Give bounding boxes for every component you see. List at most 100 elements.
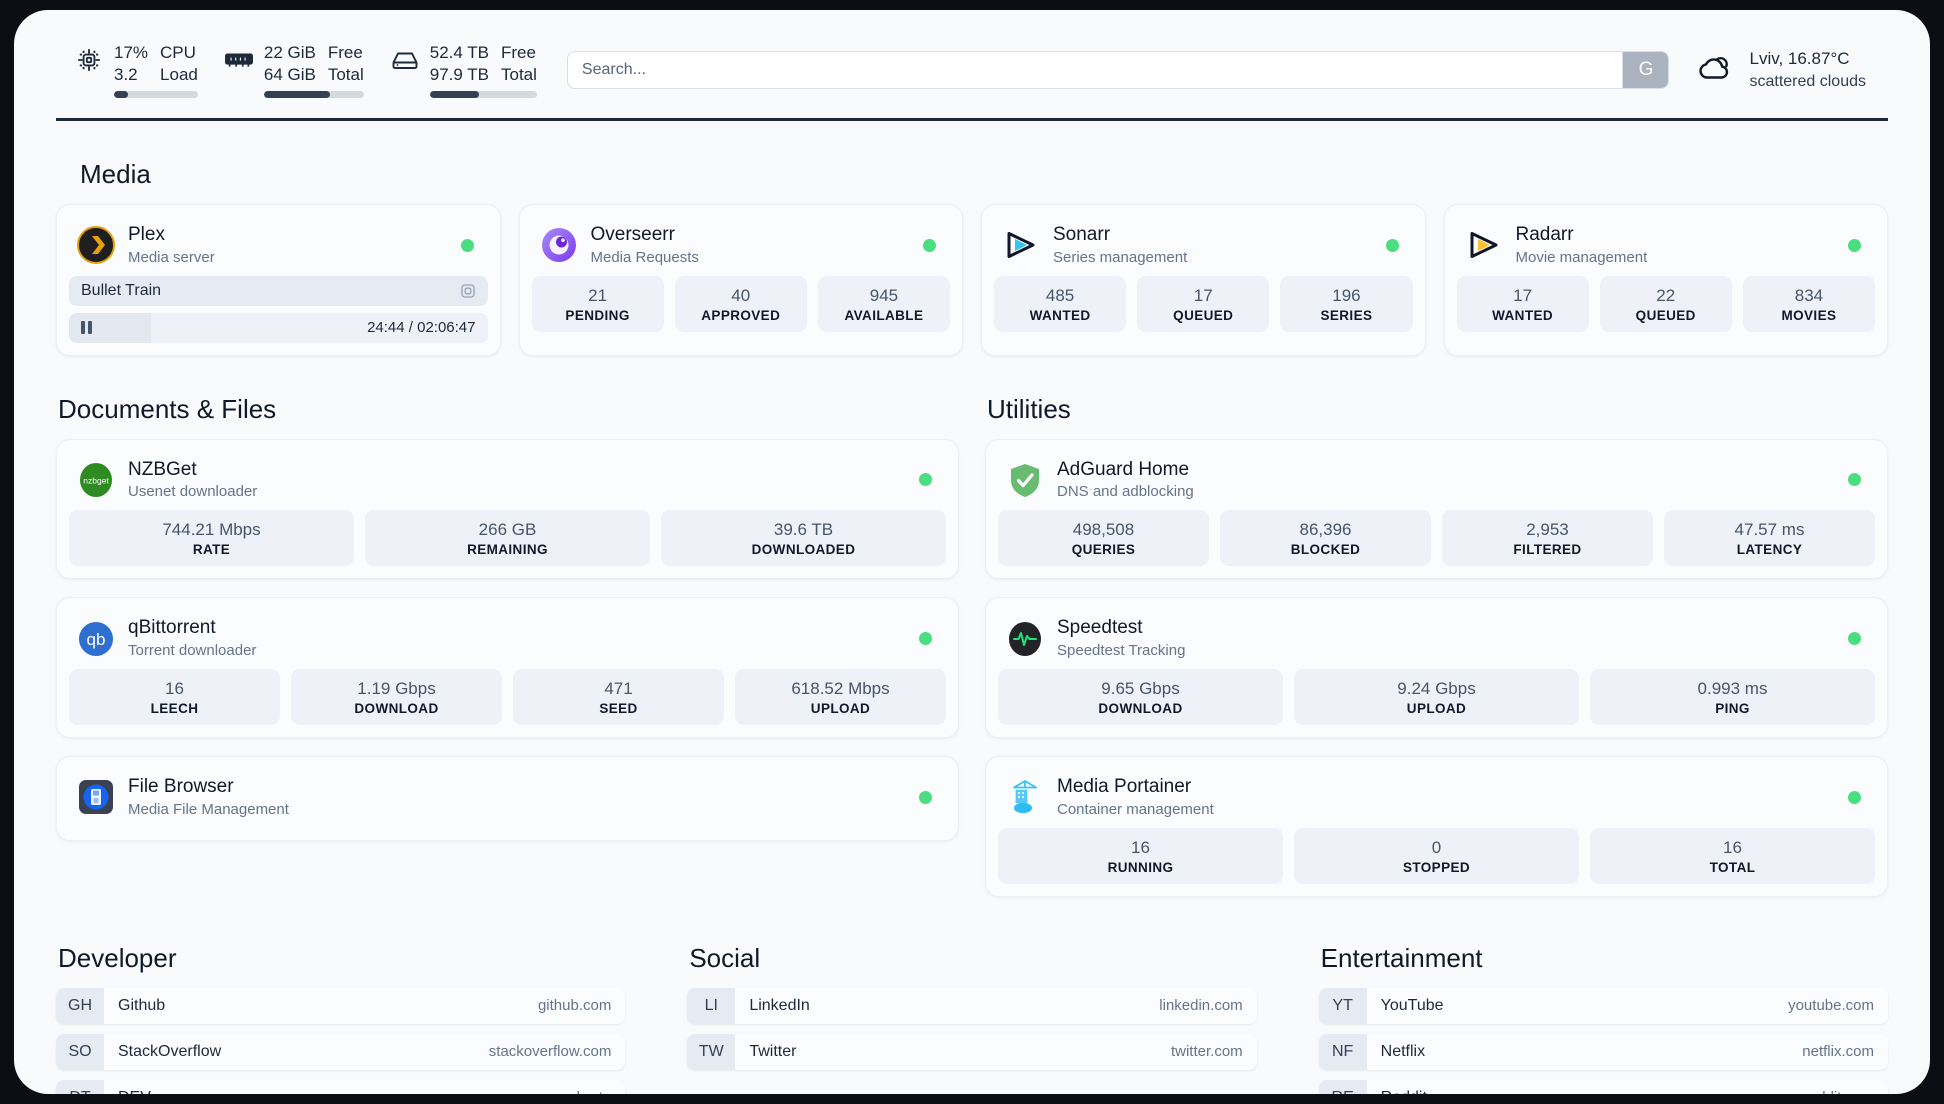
stat-tile-download[interactable]: 9.65 Gbps DOWNLOAD [998,668,1283,725]
bookmark-item-github[interactable]: GH Github github.com [56,987,626,1024]
service-card-header: File Browser Media File Management [69,769,946,828]
stat-tile-movies[interactable]: 834 MOVIES [1742,275,1876,332]
stat-tile-approved[interactable]: 40 APPROVED [674,275,807,332]
stat-tile-total[interactable]: 16 TOTAL [1590,827,1875,884]
bookmark-url: youtube.com [1788,997,1874,1015]
service-subtitle: Usenet downloader [128,483,258,501]
stat-tile-value: 0.993 ms [1697,678,1768,698]
service-meta: qBittorrent Torrent downloader [128,616,256,661]
stat-tile-label: AVAILABLE [844,307,924,323]
stat-tile-wanted[interactable]: 17 WANTED [1456,275,1589,332]
stat-tile-queued[interactable]: 17 QUEUED [1137,275,1270,332]
service-card-adguard-home[interactable]: AdGuard Home DNS and adblocking 498,508 QUE… [985,438,1888,580]
stat-tile-queued[interactable]: 22 QUEUED [1599,275,1732,332]
stat-tile-seed[interactable]: 471 SEED [513,668,724,725]
stat-tile-downloaded[interactable]: 39.6 TB DOWNLOADED [661,510,946,567]
service-card-plex[interactable]: Plex Media server Bullet Train 24:44 / 02:0… [56,204,501,356]
service-card-header: Speedtest Speedtest Tracking [998,610,1875,669]
stat-value-primary: 22 GiB [263,43,316,63]
playback-progress-bar[interactable]: 24:44 / 02:06:47 [69,312,488,343]
stat-values: 17% 3.2 [114,42,148,85]
system-stat-disk: 52.4 TB 97.9 TB Free Total [390,42,537,98]
stat-tile-upload[interactable]: 618.52 Mbps UPLOAD [735,668,946,725]
stat-tile-value: 471 [604,678,633,698]
stat-tile-wanted[interactable]: 485 WANTED [994,275,1127,332]
service-name: Speedtest [1057,617,1143,639]
documents-card-stack: nzbget NZBGet Usenet downloader 744.21 Mbps… [56,438,959,841]
bookmark-name: Twitter [749,1042,797,1060]
service-meta: Radarr Movie management [1516,223,1648,268]
bookmark-item-youtube[interactable]: YT YouTube youtube.com [1318,987,1888,1024]
stat-tile-download[interactable]: 1.19 Gbps DOWNLOAD [291,668,502,725]
stat-label-secondary: Load [160,64,198,84]
bookmark-list: LI LinkedIn linkedin.com TW Twitter twitter.c… [687,987,1257,1070]
search-box[interactable]: G [566,51,1670,89]
stat-tile-upload[interactable]: 9.24 Gbps UPLOAD [1294,668,1579,725]
plex-icon [77,226,115,265]
search-engine-badge[interactable]: G [1622,52,1669,88]
stat-tile-value: 22 [1656,285,1676,305]
stat-tile-latency[interactable]: 47.57 ms LATENCY [1664,510,1875,567]
stat-tile-pending[interactable]: 21 PENDING [531,275,664,332]
stat-tile-filtered[interactable]: 2,953 FILTERED [1442,510,1653,567]
stat-tile-label: UPLOAD [810,701,871,716]
stat-tile-available[interactable]: 945 AVAILABLE [817,275,951,332]
service-card-speedtest[interactable]: Speedtest Speedtest Tracking 9.65 Gbps DOWN… [985,597,1888,738]
media-card-grid: Plex Media server Bullet Train 24:44 / 02:0… [56,204,1888,356]
adguard-icon [1006,461,1044,499]
bookmark-url: stackoverflow.com [488,1043,612,1061]
service-card-overseerr[interactable]: Overseerr Media Requests 21 PENDING 40 APPROV… [518,204,963,356]
stat-tile-stopped[interactable]: 0 STOPPED [1294,827,1579,884]
stat-tile-value: 945 [869,285,899,305]
bookmark-list: GH Github github.com SO StackOverflow stackov… [56,987,626,1094]
service-stats-row: 744.21 Mbps RATE 266 GB REMAINING 39.6 TB DOW… [69,510,946,567]
service-stats-row: 21 PENDING 40 APPROVED 945 AVAILABLE [531,275,951,332]
stat-values: 22 GiB 64 GiB [264,42,316,85]
bookmark-item-dev[interactable]: DTDEV dev.to [56,1079,626,1094]
service-card-qbittorrent[interactable]: qb qBittorrent Torrent downloader 16 LEECH 1.… [56,597,959,738]
service-name: Sonarr [1053,224,1111,245]
weather-location-temp: Lviv, 16.87°C [1749,48,1850,68]
stat-tile-running[interactable]: 16 RUNNING [998,827,1283,884]
pause-icon[interactable] [81,321,92,334]
bookmark-item-reddit[interactable]: REReddit reddit.com [1318,1079,1888,1094]
bookmark-item-twitter[interactable]: TW Twitter twitter.com [687,1033,1257,1070]
system-stat-ram: 22 GiB 64 GiB Free Total [224,42,364,98]
svg-text:qb: qb [87,630,106,649]
service-name: AdGuard Home [1057,458,1190,480]
service-meta: Speedtest Speedtest Tracking [1057,616,1185,661]
bookmark-item-stackoverflow[interactable]: SO StackOverflow stackoverflow.com [56,1033,626,1070]
stat-tile-series[interactable]: 196 SERIES [1280,275,1413,332]
bookmark-item-netflix[interactable]: NF Netflix netflix.com [1318,1033,1888,1070]
stat-tile-remaining[interactable]: 266 GB REMAINING [365,510,650,567]
search-input[interactable] [567,52,1623,88]
stat-tile-value: 744.21 Mbps [162,520,261,539]
service-card-sonarr[interactable]: Sonarr Series management 485 WANTED 17 QUEUED… [981,204,1426,356]
stat-tile-ping[interactable]: 0.993 ms PING [1590,668,1875,725]
stat-tile-rate[interactable]: 744.21 Mbps RATE [69,510,354,567]
stat-tile-value: 0 [1431,837,1442,857]
stat-label-primary: Free [501,43,536,63]
status-badge [919,632,932,645]
service-card-nzbget[interactable]: nzbget NZBGet Usenet downloader 744.21 Mbps… [56,438,959,580]
stat-tile-value: 618.52 Mbps [791,678,890,698]
service-card-file-browser[interactable]: File Browser Media File Management [56,756,959,841]
portainer-icon [1006,778,1044,816]
now-playing-title-row[interactable]: Bullet Train [69,275,488,306]
stat-tile-queries[interactable]: 498,508 QUERIES [998,510,1209,567]
stat-tile-value: 17 [1513,285,1533,305]
stat-tile-label: FILTERED [1513,542,1582,558]
section-title-media: Media [80,159,151,189]
service-card-radarr[interactable]: Radarr Movie management 17 WANTED 22 QUEUED 83… [1443,204,1888,356]
stat-labels: Free Total [501,42,537,85]
service-subtitle: DNS and adblocking [1057,483,1194,501]
bookmark-item-linkedin[interactable]: LI LinkedIn linkedin.com [687,987,1257,1024]
stat-tile-leech[interactable]: 16 LEECH [69,668,280,725]
stat-labels: Free Total [328,42,364,85]
cast-icon[interactable] [460,283,476,299]
stat-values: 52.4 TB 97.9 TB [430,42,489,85]
stat-tile-value: 9.24 Gbps [1397,678,1476,698]
status-badge [1848,473,1861,487]
stat-tile-blocked[interactable]: 86,396 BLOCKED [1220,510,1431,567]
service-card-media-portainer[interactable]: Media Portainer Container management 16 RUN… [985,756,1888,897]
